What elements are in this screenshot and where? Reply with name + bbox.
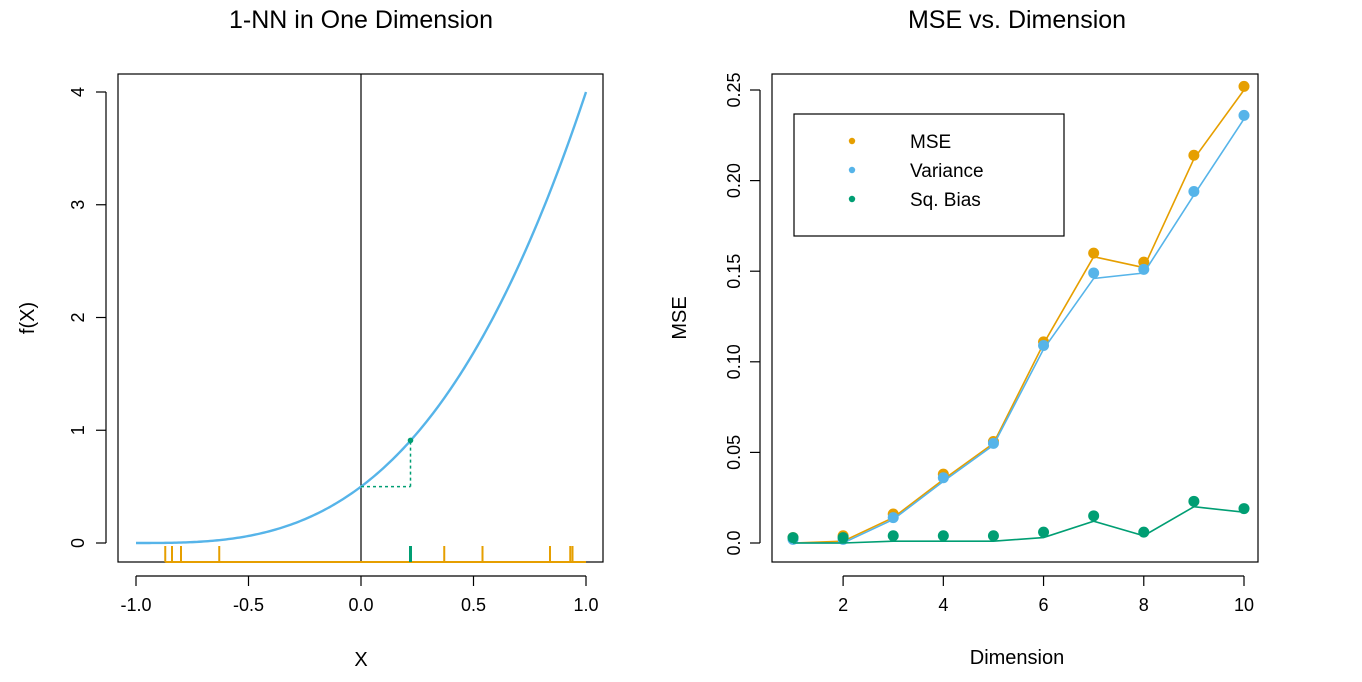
right-y-tick-label: 0.20 (724, 163, 744, 198)
sq-bias-point (887, 530, 899, 542)
sq-bias-point (987, 530, 999, 542)
nearest-neighbor-point (407, 437, 414, 444)
variance-point (887, 512, 899, 524)
right-y-tick-label: 0.05 (724, 435, 744, 470)
mse-point (1188, 149, 1200, 161)
right-y-ticks: 0.0 0.05 0.10 0.15 0.20 0.25 (724, 72, 761, 556)
left-y-ticks: 0 1 2 3 4 (68, 87, 107, 548)
right-plot-box (771, 73, 1259, 563)
mse-point (1238, 80, 1250, 92)
variance-point (937, 472, 949, 484)
variance-point (1088, 267, 1100, 279)
sq-bias-point (787, 532, 799, 544)
legend-variance-label: Variance (910, 161, 984, 182)
variance-point (1038, 339, 1050, 351)
right-chart-title: MSE vs. Dimension (908, 6, 1126, 34)
sq-bias-point (837, 532, 849, 544)
right-y-tick-label: 0.25 (724, 72, 744, 107)
sq-bias-point (1238, 503, 1250, 515)
sq-bias-point (1138, 526, 1150, 538)
sq-bias-point (937, 530, 949, 542)
mse-line (792, 89, 1245, 544)
sq-bias-point (1088, 510, 1100, 522)
right-marks (787, 80, 1250, 545)
legend-variance-marker (848, 166, 856, 174)
left-x-tick-label: 0.0 (348, 595, 373, 615)
variance-point (1138, 263, 1150, 275)
variance-point (1238, 109, 1250, 121)
left-x-tick-label: 1.0 (573, 595, 598, 615)
right-y-axis-label: MSE (669, 296, 691, 339)
right-y-tick-label: 0.15 (724, 254, 744, 289)
left-marks (136, 74, 588, 563)
left-x-tick-label: -1.0 (120, 595, 151, 615)
sq-bias-point (1038, 526, 1050, 538)
right-y-tick-label: 0.0 (724, 530, 744, 555)
legend-mse-label: MSE (910, 132, 951, 153)
variance-point (987, 437, 999, 449)
right-x-ticks: 2 4 6 8 10 (838, 575, 1254, 615)
left-x-tick-label: -0.5 (233, 595, 264, 615)
right-x-tick-label: 2 (838, 595, 848, 615)
left-y-tick-label: 4 (68, 87, 88, 97)
legend: MSE Variance Sq. Bias (793, 113, 1065, 237)
legend-mse-marker (848, 137, 856, 145)
right-x-tick-label: 6 (1039, 595, 1049, 615)
legend-box (793, 113, 1065, 237)
right-y-tick-label: 0.10 (724, 344, 744, 379)
legend-sq-bias-label: Sq. Bias (910, 190, 981, 211)
right-x-axis-label: Dimension (970, 647, 1064, 669)
legend-entries: MSE Variance Sq. Bias (848, 132, 984, 211)
right-panel: MSE vs. Dimension Dimension MSE 2 4 6 8 10 0… (669, 6, 1259, 669)
left-y-tick-label: 1 (68, 425, 88, 435)
left-y-axis-label: f(X) (17, 302, 39, 334)
right-x-tick-label: 4 (938, 595, 948, 615)
sq-bias-point (1188, 495, 1200, 507)
left-panel: 1-NN in One Dimension X f(X) -1.0 -0.5 0.0… (17, 6, 604, 671)
variance-line (793, 118, 1245, 544)
variance-point (1188, 185, 1200, 197)
left-x-tick-label: 0.5 (461, 595, 486, 615)
left-y-tick-label: 2 (68, 312, 88, 322)
left-x-ticks: -1.0 -0.5 0.0 0.5 1.0 (120, 575, 599, 615)
left-x-axis-label: X (354, 649, 367, 671)
left-chart-title: 1-NN in One Dimension (229, 6, 493, 34)
left-y-tick-label: 0 (68, 538, 88, 548)
right-x-tick-label: 8 (1139, 595, 1149, 615)
sq-bias-line (793, 505, 1245, 544)
left-y-tick-label: 3 (68, 200, 88, 210)
right-x-tick-label: 10 (1234, 595, 1254, 615)
mse-point (1088, 247, 1100, 259)
legend-sq-bias-marker (848, 195, 856, 203)
